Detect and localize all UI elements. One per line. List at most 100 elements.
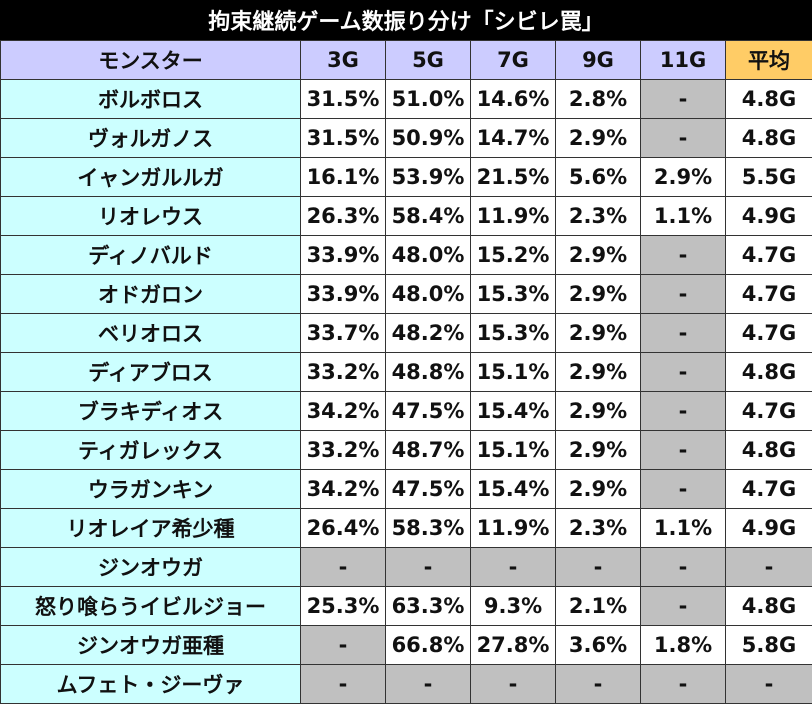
value-cell: 15.4% <box>470 391 556 431</box>
table-row: ジンオウガ - - - - - - <box>0 547 812 587</box>
header-9g: 9G <box>555 40 641 80</box>
monster-name-cell: ブラキディオス <box>0 391 301 431</box>
header-5g: 5G <box>385 40 471 80</box>
monster-name-cell: ジンオウガ <box>0 547 301 587</box>
table-row: 怒り喰らうイビルジョー 25.3% 63.3% 9.3% 2.1% -4.8G <box>0 586 812 626</box>
value-cell: 33.9% <box>300 235 386 275</box>
value-cell: 26.3% <box>300 196 386 236</box>
value-cell: 15.2% <box>470 235 556 275</box>
table-row: ディアブロス 33.2% 48.8% 15.1% 2.9% -4.8G <box>0 352 812 392</box>
value-cell: 34.2% <box>300 391 386 431</box>
table-row: オドガロン 33.9% 48.0% 15.3% 2.9% -4.7G <box>0 274 812 314</box>
value-cell: 4.8G <box>725 79 812 119</box>
value-cell: 1.1% <box>640 508 726 548</box>
value-cell: 15.4% <box>470 469 556 509</box>
table-row: ウラガンキン 34.2% 47.5% 15.4% 2.9% -4.7G <box>0 469 812 509</box>
value-cell: 4.8G <box>725 430 812 470</box>
value-cell: - <box>300 625 386 665</box>
value-cell: 34.2% <box>300 469 386 509</box>
value-cell: - <box>470 547 556 587</box>
value-cell: - <box>640 313 726 353</box>
value-cell: - <box>640 547 726 587</box>
value-cell: - <box>725 547 812 587</box>
value-cell: - <box>725 664 812 704</box>
value-cell: 2.9% <box>555 313 641 353</box>
value-cell: 27.8% <box>470 625 556 665</box>
value-cell: - <box>385 547 471 587</box>
value-cell: 2.9% <box>555 352 641 392</box>
value-cell: 53.9% <box>385 157 471 197</box>
value-cell: 4.7G <box>725 235 812 275</box>
value-cell: 4.8G <box>725 118 812 158</box>
value-cell: 21.5% <box>470 157 556 197</box>
value-cell: - <box>555 664 641 704</box>
value-cell: 3.6% <box>555 625 641 665</box>
value-cell: 4.7G <box>725 391 812 431</box>
table-row: リオレイア希少種 26.4% 58.3% 11.9% 2.3% 1.1% 4.9G <box>0 508 812 548</box>
monster-name-cell: ディノバルド <box>0 235 301 275</box>
value-cell: - <box>300 547 386 587</box>
value-cell: 11.9% <box>470 508 556 548</box>
header-11g: 11G <box>640 40 726 80</box>
value-cell: 16.1% <box>300 157 386 197</box>
value-cell: 4.8G <box>725 586 812 626</box>
header-monster: モンスター <box>0 40 301 80</box>
table-row: ムフェト・ジーヴァ - - - - - - <box>0 664 812 704</box>
value-cell: 31.5% <box>300 79 386 119</box>
value-cell: 47.5% <box>385 469 471 509</box>
value-cell: - <box>385 664 471 704</box>
value-cell: 48.7% <box>385 430 471 470</box>
monster-name-cell: ジンオウガ亜種 <box>0 625 301 665</box>
value-cell: 14.7% <box>470 118 556 158</box>
table-title: 拘束継続ゲーム数振り分け「シビレ罠」 <box>0 0 812 40</box>
value-cell: 4.7G <box>725 469 812 509</box>
value-cell: 26.4% <box>300 508 386 548</box>
value-cell: 48.0% <box>385 274 471 314</box>
monster-name-cell: ボルボロス <box>0 79 301 119</box>
header-average: 平均 <box>725 40 812 80</box>
monster-name-cell: ウラガンキン <box>0 469 301 509</box>
value-cell: 9.3% <box>470 586 556 626</box>
monster-name-cell: リオレイア希少種 <box>0 508 301 548</box>
monster-name-cell: ムフェト・ジーヴァ <box>0 664 301 704</box>
value-cell: 5.6% <box>555 157 641 197</box>
value-cell: 2.8% <box>555 79 641 119</box>
value-cell: 15.1% <box>470 430 556 470</box>
value-cell: 50.9% <box>385 118 471 158</box>
value-cell: - <box>640 664 726 704</box>
value-cell: 15.3% <box>470 274 556 314</box>
monster-name-cell: 怒り喰らうイビルジョー <box>0 586 301 626</box>
value-cell: 48.0% <box>385 235 471 275</box>
value-cell: 66.8% <box>385 625 471 665</box>
value-cell: - <box>300 664 386 704</box>
header-7g: 7G <box>470 40 556 80</box>
value-cell: 58.3% <box>385 508 471 548</box>
value-cell: 5.5G <box>725 157 812 197</box>
value-cell: 1.1% <box>640 196 726 236</box>
value-cell: 2.1% <box>555 586 641 626</box>
value-cell: 2.9% <box>555 235 641 275</box>
value-cell: 4.9G <box>725 508 812 548</box>
value-cell: 48.2% <box>385 313 471 353</box>
monster-name-cell: リオレウス <box>0 196 301 236</box>
value-cell: 4.7G <box>725 313 812 353</box>
value-cell: 48.8% <box>385 352 471 392</box>
header-3g: 3G <box>300 40 386 80</box>
table-row: リオレウス 26.3% 58.4% 11.9% 2.3% 1.1% 4.9G <box>0 196 812 236</box>
value-cell: 4.8G <box>725 352 812 392</box>
monster-name-cell: ティガレックス <box>0 430 301 470</box>
table-row: ブラキディオス 34.2% 47.5% 15.4% 2.9% -4.7G <box>0 391 812 431</box>
value-cell: 2.3% <box>555 508 641 548</box>
value-cell: 11.9% <box>470 196 556 236</box>
monster-name-cell: イャンガルルガ <box>0 157 301 197</box>
value-cell: - <box>640 586 726 626</box>
table-row: ティガレックス 33.2% 48.7% 15.1% 2.9% -4.8G <box>0 430 812 470</box>
value-cell: 4.9G <box>725 196 812 236</box>
value-cell: - <box>640 274 726 314</box>
value-cell: - <box>640 469 726 509</box>
value-cell: 25.3% <box>300 586 386 626</box>
value-cell: 4.7G <box>725 274 812 314</box>
value-cell: 2.9% <box>555 469 641 509</box>
value-cell: 58.4% <box>385 196 471 236</box>
